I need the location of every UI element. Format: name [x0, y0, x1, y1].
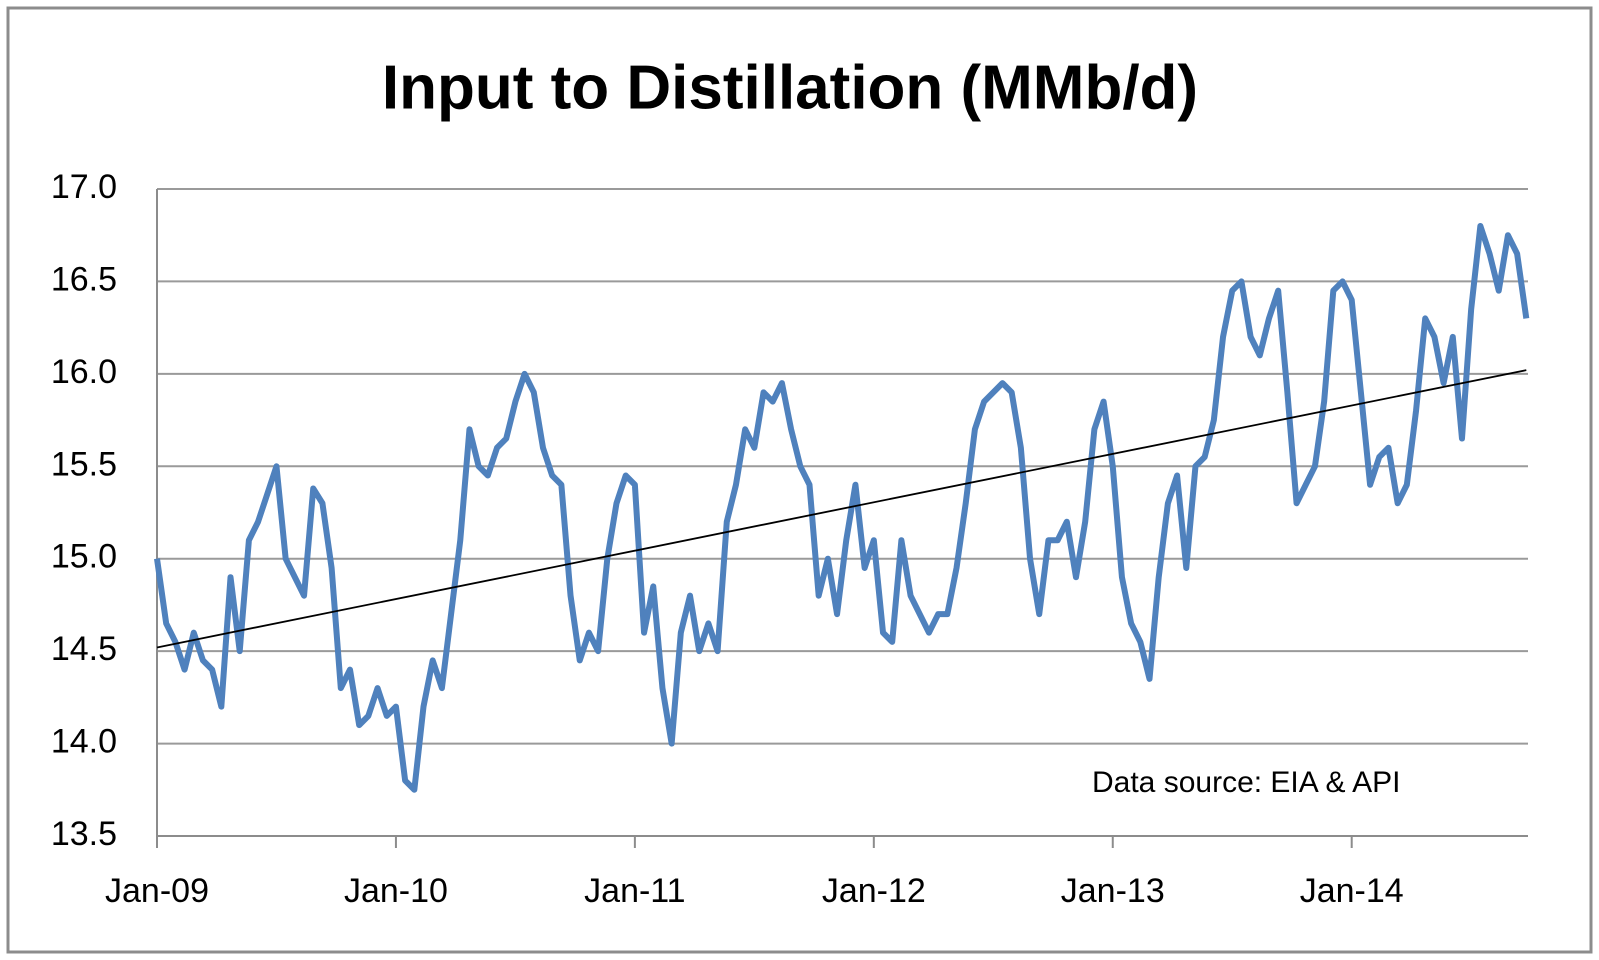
- data-line: [154, 222, 1530, 793]
- x-tick-label: Jan-14: [1300, 872, 1404, 910]
- chart-title: Input to Distillation (MMb/d): [382, 53, 1198, 122]
- chart-border: [6, 6, 1593, 954]
- x-tick-label: Jan-12: [822, 872, 926, 910]
- x-tick-label: Jan-11: [584, 872, 685, 910]
- y-tick-label: 17.0: [51, 168, 117, 206]
- y-tick-label: 15.5: [51, 445, 117, 483]
- x-tick-label: Jan-09: [105, 872, 209, 910]
- y-tick-label: 16.0: [51, 353, 117, 391]
- x-tick-label: Jan-10: [344, 872, 448, 910]
- trend-line: [156, 369, 1527, 649]
- annotation: Data source: EIA & API: [1092, 766, 1401, 799]
- y-tick-label: 15.0: [51, 538, 117, 576]
- y-tick-label: 14.5: [51, 630, 117, 668]
- y-tick-label: 16.5: [51, 260, 117, 298]
- x-tick-label: Jan-13: [1061, 872, 1165, 910]
- y-tick-label: 13.5: [51, 815, 117, 853]
- y-tick-label: 14.0: [51, 723, 117, 761]
